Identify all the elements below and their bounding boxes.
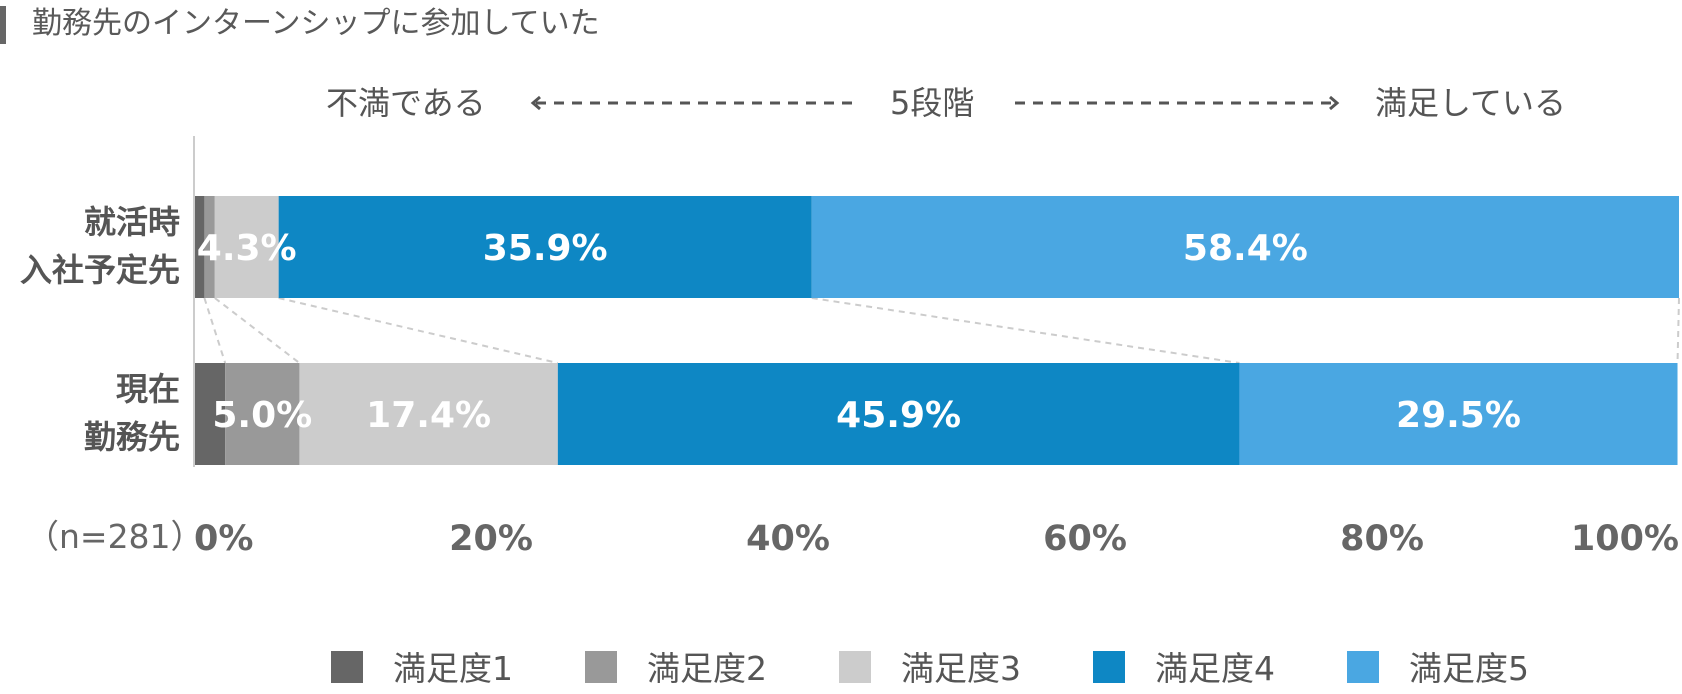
data-label: 5.0% [212, 395, 312, 436]
x-tick-label: 40% [746, 519, 830, 559]
bar-segment [194, 196, 205, 298]
row-label: 入社予定先 [20, 251, 180, 289]
x-tick-label: 20% [449, 519, 533, 559]
sample-size-label: （n=281） [26, 517, 204, 556]
bar-segment [204, 196, 215, 298]
scale-center-label: 5段階 [890, 84, 974, 122]
title-marker [0, 6, 6, 44]
bar-segment [557, 363, 1240, 465]
data-label: 29.5% [1396, 395, 1521, 436]
bar-segment [1239, 363, 1678, 465]
data-labels: 4.3% 35.9% 58.4% 5.0% 17.4% 45.9% 29.5% [197, 228, 1521, 436]
scale-left-arrow-icon [530, 95, 541, 111]
connector-line [203, 297, 227, 364]
legend-swatch [585, 651, 617, 683]
legend: 満足度1 満足度2 満足度3 満足度4 満足度5 [331, 649, 1529, 688]
scale-indicator: 不満である 5段階 満足している [326, 84, 1566, 122]
row-label: 現在 [116, 370, 180, 408]
x-tick-label: 60% [1043, 519, 1127, 559]
x-tick-label: 100% [1571, 519, 1679, 559]
scale-right-label: 満足している [1375, 84, 1566, 122]
legend-label: 満足度2 [647, 649, 767, 688]
data-label: 17.4% [366, 395, 491, 436]
row-label: 就活時 [84, 203, 180, 241]
data-label: 4.3% [197, 228, 297, 269]
bar-segment [278, 196, 812, 298]
row-label: 勤務先 [84, 418, 180, 456]
connector-line [214, 297, 301, 364]
bar-segment [225, 363, 300, 465]
connector-lines [203, 297, 1680, 364]
legend-label: 満足度4 [1155, 649, 1275, 688]
legend-label: 満足度1 [393, 649, 513, 688]
x-axis-ticks: 0% 20% 40% 60% 80% 100% [194, 519, 1679, 559]
legend-swatch [331, 651, 363, 683]
connector-line [811, 297, 1240, 364]
connector-line [1676, 297, 1680, 364]
scale-left-label: 不満である [326, 84, 486, 122]
legend-swatch [1347, 651, 1379, 683]
data-label: 45.9% [836, 395, 961, 436]
scale-right-arrow-icon [1329, 95, 1340, 111]
legend-label: 満足度3 [901, 649, 1021, 688]
bar-segment [811, 196, 1679, 298]
bars [194, 196, 1679, 465]
legend-swatch [1093, 651, 1125, 683]
x-tick-label: 0% [194, 519, 253, 559]
bar-segment [299, 363, 558, 465]
x-tick-label: 80% [1340, 519, 1424, 559]
data-label: 58.4% [1183, 228, 1308, 269]
bar-segment [214, 196, 279, 298]
legend-label: 満足度5 [1409, 649, 1529, 688]
bar-segment [194, 363, 226, 465]
connector-line [278, 297, 559, 364]
data-label: 35.9% [483, 228, 608, 269]
chart-title: 勤務先のインターンシップに参加していた [32, 6, 600, 41]
legend-swatch [839, 651, 871, 683]
